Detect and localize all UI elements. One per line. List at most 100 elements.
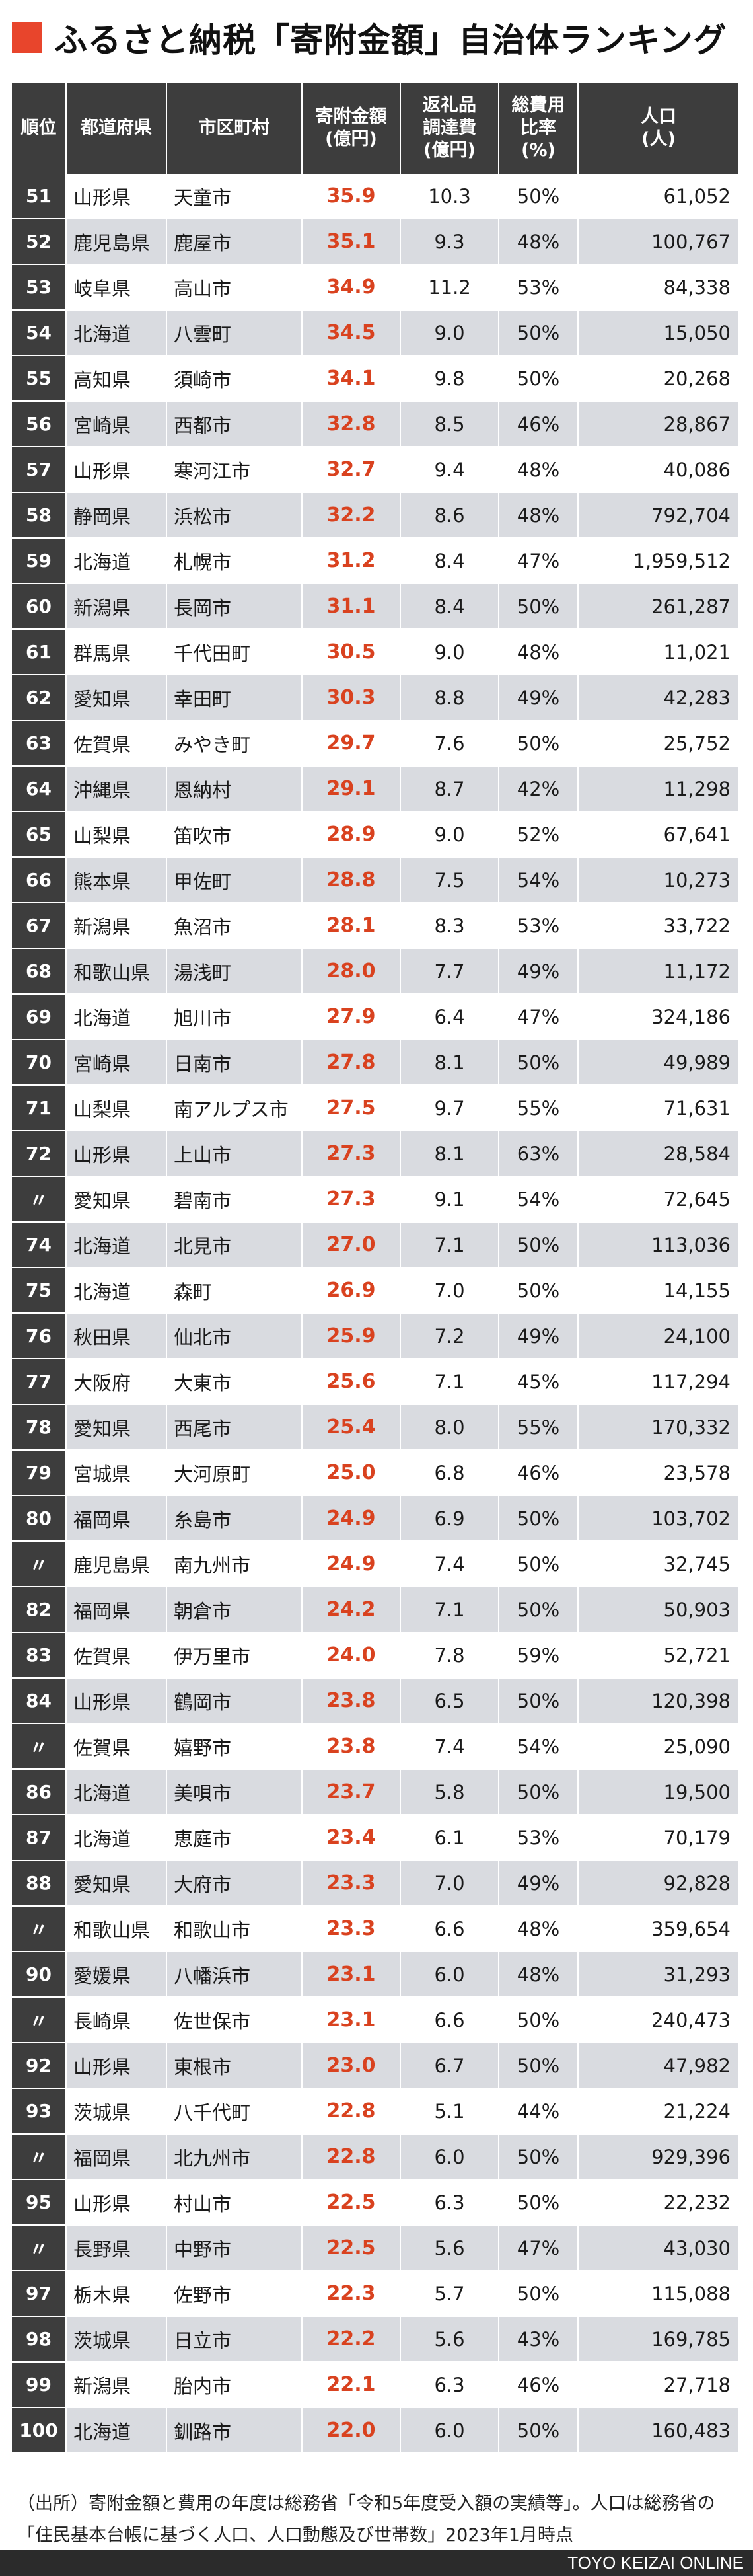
cell-population: 25,090 (578, 1724, 738, 1770)
cell-population: 70,179 (578, 1815, 738, 1861)
cell-prefecture: 宮城県 (66, 1450, 167, 1496)
cell-city: 南アルプス市 (166, 1085, 303, 1131)
cell-city: 糸島市 (166, 1496, 303, 1542)
table-row: 87 北海道 恵庭市 23.4 6.1 53% 70,179 (12, 1815, 738, 1861)
table-row: 80 福岡県 糸島市 24.9 6.9 50% 103,702 (12, 1496, 738, 1542)
cell-gift-cost: 8.7 (400, 766, 499, 812)
table-row: 64 沖縄県 恩納村 29.1 8.7 42% 11,298 (12, 766, 738, 812)
cell-city: 北見市 (166, 1222, 303, 1268)
cell-city: 和歌山市 (166, 1906, 303, 1952)
cell-cost-ratio: 55% (499, 1404, 579, 1451)
table-row: 79 宮城県 大河原町 25.0 6.8 46% 23,578 (12, 1450, 738, 1496)
cell-donation-amount: 22.0 (302, 2407, 401, 2454)
header-donation-amount: 寄附金額 (億円) (302, 83, 401, 174)
cell-cost-ratio: 49% (499, 948, 579, 995)
cell-city: 寒河江市 (166, 447, 303, 493)
cell-donation-amount: 24.9 (302, 1541, 401, 1587)
cell-donation-amount: 25.4 (302, 1404, 401, 1451)
cell-rank: 〃 (12, 1176, 67, 1223)
cell-prefecture: 北海道 (66, 538, 167, 584)
cell-donation-amount: 32.2 (302, 492, 401, 539)
cell-city: 仙北市 (166, 1313, 303, 1359)
table-row: 86 北海道 美唄市 23.7 5.8 50% 19,500 (12, 1769, 738, 1815)
cell-cost-ratio: 48% (499, 629, 579, 675)
cell-city: 中野市 (166, 2225, 303, 2271)
cell-donation-amount: 24.2 (302, 1587, 401, 1633)
cell-city: 朝倉市 (166, 1587, 303, 1633)
cell-city: 長岡市 (166, 584, 303, 630)
cell-population: 11,172 (578, 948, 738, 995)
cell-population: 11,021 (578, 629, 738, 675)
cell-donation-amount: 23.3 (302, 1906, 401, 1952)
cell-rank: 71 (12, 1085, 67, 1131)
cell-rank: 99 (12, 2362, 67, 2408)
page-title: ふるさと納税「寄附金額」自治体ランキング (12, 15, 727, 61)
cell-prefecture: 愛媛県 (66, 1951, 167, 1998)
cell-prefecture: 静岡県 (66, 492, 167, 539)
cell-rank: 90 (12, 1951, 67, 1998)
cell-cost-ratio: 53% (499, 1815, 579, 1861)
cell-donation-amount: 24.0 (302, 1632, 401, 1679)
cell-donation-amount: 34.5 (302, 310, 401, 356)
cell-prefecture: 新潟県 (66, 903, 167, 949)
cell-rank: 〃 (12, 1906, 67, 1952)
cell-city: 湯浅町 (166, 948, 303, 995)
cell-rank: 61 (12, 629, 67, 675)
header-gift-cost: 返礼品 調達費 (億円) (400, 83, 499, 174)
table-row: 77 大阪府 大東市 25.6 7.1 45% 117,294 (12, 1359, 738, 1405)
header-cost-ratio: 総費用 比率 (%) (499, 83, 579, 174)
cell-population: 11,298 (578, 766, 738, 812)
cell-cost-ratio: 50% (499, 1678, 579, 1724)
cell-donation-amount: 23.8 (302, 1678, 401, 1724)
cell-city: 釧路市 (166, 2407, 303, 2454)
cell-city: 美唄市 (166, 1769, 303, 1815)
cell-prefecture: 和歌山県 (66, 1906, 167, 1952)
cell-donation-amount: 23.7 (302, 1769, 401, 1815)
cell-rank: 92 (12, 2043, 67, 2089)
cell-city: 鹿屋市 (166, 219, 303, 265)
cell-rank: 〃 (12, 2134, 67, 2180)
cell-population: 40,086 (578, 447, 738, 493)
cell-prefecture: 北海道 (66, 1815, 167, 1861)
cell-gift-cost: 6.0 (400, 2134, 499, 2180)
cell-prefecture: 福岡県 (66, 1587, 167, 1633)
cell-gift-cost: 7.1 (400, 1359, 499, 1405)
table-row: 〃佐賀県 嬉野市 23.8 7.4 54% 25,090 (12, 1724, 738, 1770)
cell-donation-amount: 32.7 (302, 447, 401, 493)
footer-bar: TOYO KEIZAI ONLINE (0, 2550, 753, 2576)
cell-gift-cost: 6.8 (400, 1450, 499, 1496)
header-city: 市区町村 (166, 83, 303, 174)
cell-donation-amount: 27.3 (302, 1176, 401, 1223)
cell-rank: 98 (12, 2316, 67, 2363)
cell-city: みやき町 (166, 720, 303, 767)
cell-donation-amount: 34.9 (302, 264, 401, 311)
cell-gift-cost: 6.7 (400, 2043, 499, 2089)
cell-donation-amount: 23.1 (302, 1951, 401, 1998)
cell-gift-cost: 7.2 (400, 1313, 499, 1359)
cell-gift-cost: 8.0 (400, 1404, 499, 1451)
cell-rank: 54 (12, 310, 67, 356)
cell-cost-ratio: 48% (499, 1951, 579, 1998)
cell-gift-cost: 7.1 (400, 1587, 499, 1633)
cell-rank: 75 (12, 1268, 67, 1314)
cell-rank: 84 (12, 1678, 67, 1724)
cell-city: 伊万里市 (166, 1632, 303, 1679)
cell-cost-ratio: 50% (499, 720, 579, 767)
cell-population: 169,785 (578, 2316, 738, 2363)
table-row: 51 山形県 天童市 35.9 10.3 50% 61,052 (12, 174, 738, 219)
cell-city: 千代田町 (166, 629, 303, 675)
cell-gift-cost: 5.6 (400, 2225, 499, 2271)
cell-gift-cost: 6.0 (400, 1951, 499, 1998)
cell-prefecture: 新潟県 (66, 584, 167, 630)
cell-gift-cost: 5.6 (400, 2316, 499, 2363)
cell-prefecture: 和歌山県 (66, 948, 167, 995)
cell-rank: 86 (12, 1769, 67, 1815)
cell-donation-amount: 22.2 (302, 2316, 401, 2363)
table-row: 100 北海道 釧路市 22.0 6.0 50% 160,483 (12, 2407, 738, 2454)
table-row: 99 新潟県 胎内市 22.1 6.3 46% 27,718 (12, 2362, 738, 2408)
cell-donation-amount: 27.8 (302, 1040, 401, 1086)
cell-population: 792,704 (578, 492, 738, 539)
cell-rank: 51 (12, 174, 67, 219)
header-population: 人口 (人) (578, 83, 738, 174)
cell-prefecture: 福岡県 (66, 1496, 167, 1542)
